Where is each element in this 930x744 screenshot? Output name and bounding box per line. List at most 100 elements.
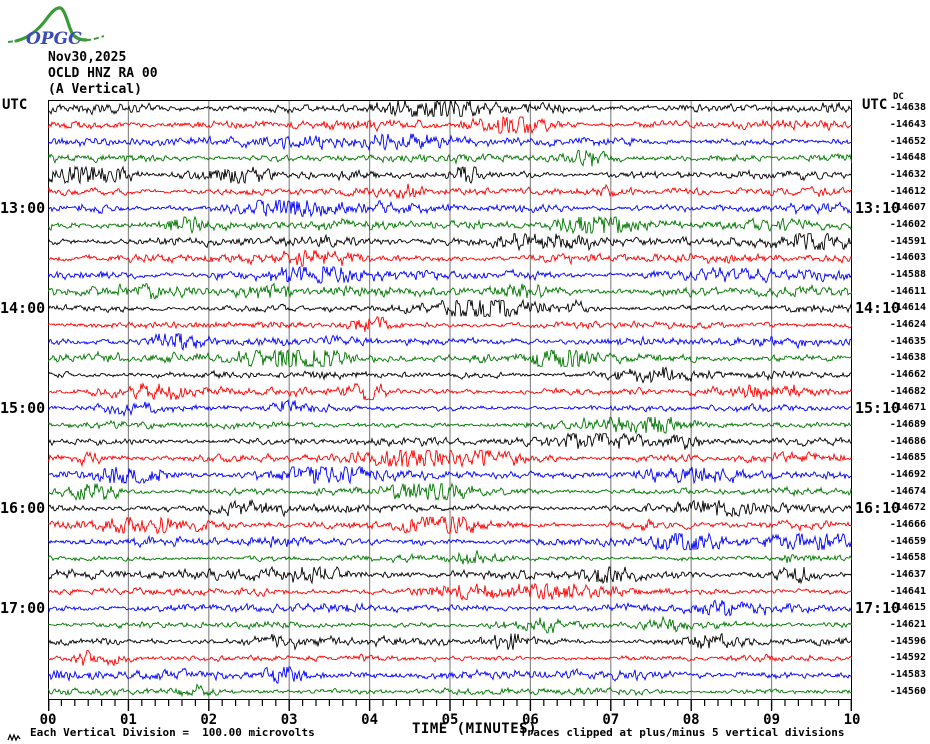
hour-label-right: 15:10 — [855, 399, 901, 418]
header-station: OCLD HNZ RA 00 — [48, 66, 158, 81]
seismo-trace — [47, 348, 853, 368]
seismo-trace — [47, 115, 853, 135]
clipping-note: Traces clipped at plus/minus 5 vertical … — [520, 726, 845, 739]
header-component: (A Vertical) — [48, 82, 142, 97]
dc-value: -14614 — [889, 302, 926, 314]
seismo-trace — [47, 550, 853, 565]
vertical-division-note: Each Vertical Division = 100.00 microvol… — [30, 726, 315, 739]
dc-value: -14621 — [889, 619, 926, 630]
hour-label-right: 17:10 — [855, 599, 901, 618]
opgc-logo: OPGC — [6, 3, 106, 49]
seismo-trace — [47, 482, 853, 502]
seismo-trace — [47, 265, 853, 285]
seismo-trace — [47, 133, 853, 152]
dc-value: -14588 — [889, 269, 926, 280]
seismo-trace — [47, 516, 853, 534]
seismo-trace — [47, 649, 853, 667]
dc-value: -14671 — [889, 402, 926, 414]
x-tick-label: 10 — [843, 712, 861, 728]
seismo-trace — [47, 615, 853, 634]
seismo-trace — [47, 199, 853, 218]
seismo-trace — [47, 599, 852, 617]
hour-label-right: 14:10 — [855, 299, 901, 318]
dc-value: -14560 — [889, 685, 926, 697]
x-tick-label: 06 — [521, 712, 539, 728]
dc-value: -14686 — [889, 435, 926, 447]
hour-label-left: 13:00 — [0, 199, 46, 218]
seismo-trace — [47, 366, 853, 384]
seismo-trace — [47, 683, 853, 698]
dc-value: -14591 — [889, 235, 926, 247]
seismo-trace — [47, 416, 853, 435]
dc-value: -14643 — [889, 119, 926, 130]
seismo-trace — [47, 466, 853, 485]
dc-value: -14583 — [889, 669, 926, 680]
seismo-trace — [47, 165, 853, 185]
dc-value: -14624 — [889, 319, 926, 330]
header-date: Nov30,2025 — [48, 50, 127, 65]
x-tick-label: 07 — [602, 712, 620, 728]
microvolt-scale-icon — [7, 727, 21, 744]
dc-value: -14662 — [889, 369, 926, 380]
dc-value: -14658 — [889, 552, 926, 564]
opgc-logo-text: OPGC — [26, 29, 82, 48]
dc-value: -14596 — [889, 635, 926, 647]
seismo-trace — [47, 215, 853, 235]
plot-border — [48, 100, 852, 700]
x-tick-label: 04 — [361, 712, 379, 728]
seismogram-plot — [47, 98, 853, 711]
dc-value: -14615 — [889, 602, 926, 614]
dc-column-header: DC — [893, 92, 904, 102]
hour-label-right: 13:10 — [855, 199, 901, 218]
dc-value: -14638 — [889, 352, 926, 364]
seismo-trace — [47, 333, 853, 352]
dc-value: -14602 — [889, 219, 926, 230]
dc-value: -14689 — [889, 419, 926, 430]
seismo-trace — [47, 382, 853, 401]
dc-value: -14641 — [889, 585, 926, 597]
x-tick-label: 00 — [39, 712, 57, 728]
dc-value: -14607 — [889, 202, 926, 214]
dc-value: -14603 — [889, 252, 926, 264]
seismo-trace — [47, 432, 853, 450]
dc-value: -14692 — [889, 469, 926, 480]
seismo-trace — [47, 98, 853, 118]
seismo-trace — [47, 149, 853, 167]
seismo-trace — [47, 449, 853, 469]
seismo-trace — [47, 183, 853, 200]
utc-right-header: UTC — [862, 97, 888, 113]
dc-value: -14638 — [889, 102, 926, 114]
dc-value: -14666 — [889, 519, 926, 530]
dc-value: -14648 — [889, 152, 926, 164]
dc-value: -14659 — [889, 535, 926, 547]
hour-label-left: 16:00 — [0, 499, 46, 518]
seismo-trace — [47, 582, 853, 601]
seismogram-canvas — [47, 98, 853, 711]
dc-value: -14635 — [889, 335, 926, 347]
x-axis-title: TIME (MINUTES) — [412, 721, 538, 737]
seismo-trace — [47, 632, 853, 651]
x-tick-label: 01 — [119, 712, 137, 728]
seismo-trace — [47, 232, 853, 252]
dc-value: -14674 — [889, 485, 926, 497]
seismo-trace — [47, 532, 853, 552]
hour-label-right: 16:10 — [855, 499, 901, 518]
hour-label-left: 17:00 — [0, 599, 46, 618]
seismo-trace — [47, 298, 853, 318]
opgc-logo-graphic: OPGC — [7, 6, 105, 49]
seismo-trace — [47, 399, 853, 418]
seismo-trace — [47, 666, 853, 684]
x-tick-label: 02 — [200, 712, 218, 728]
seismo-trace — [47, 498, 853, 518]
dc-value: -14611 — [889, 285, 926, 297]
seismo-trace — [47, 249, 853, 267]
hour-label-left: 15:00 — [0, 399, 46, 418]
dc-value: -14632 — [889, 169, 926, 180]
seismo-trace — [47, 282, 853, 300]
dc-value: -14685 — [889, 452, 926, 464]
dc-value: -14612 — [889, 185, 926, 197]
utc-left-header: UTC — [2, 97, 28, 113]
seismo-trace — [47, 316, 853, 332]
dc-value: -14592 — [889, 652, 926, 664]
